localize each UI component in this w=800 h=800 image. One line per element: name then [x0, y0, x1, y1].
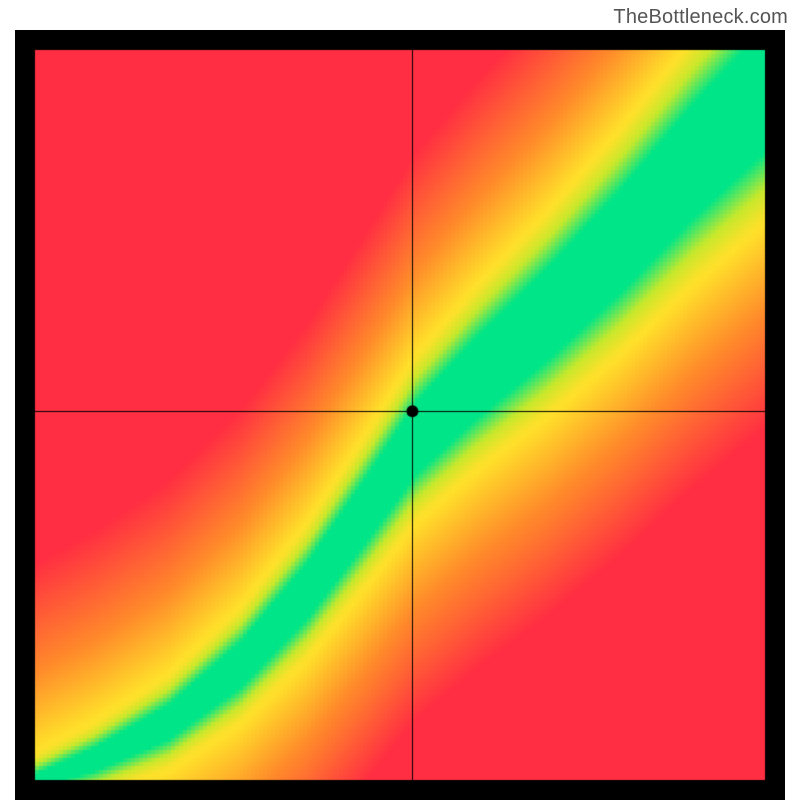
bottleneck-heatmap — [15, 30, 785, 800]
watermark-text: TheBottleneck.com — [613, 6, 788, 29]
chart-container: TheBottleneck.com — [0, 0, 800, 800]
